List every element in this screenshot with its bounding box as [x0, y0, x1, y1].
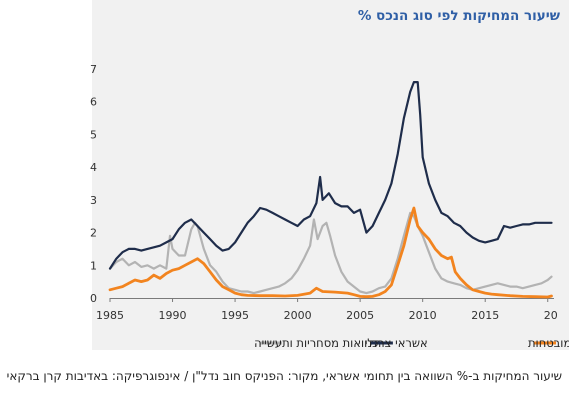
x-axis: 1985 1990 1995 2000 2005 2010 2015 20 — [96, 298, 558, 322]
x-tick-label: 20 — [544, 309, 558, 322]
series-layer — [108, 81, 553, 299]
series-line-commercial-loans — [108, 211, 553, 295]
x-tick-label: 1985 — [96, 309, 124, 322]
y-tick-label: 5 — [90, 128, 97, 141]
x-tick-label: 2010 — [409, 309, 437, 322]
y-axis: 0 1 2 3 4 5 6 7 — [90, 63, 97, 305]
legend: הלוואות מסחריות ותעשייה אשראי צרכני הלוו… — [254, 336, 569, 350]
legend-label-commercial-loans: הלוואות מסחריות ותעשייה — [254, 336, 381, 350]
figure-caption: שיעור המחיקות ב-% השוואה בין תחומי אשראי… — [6, 369, 562, 383]
y-tick-label: 1 — [90, 259, 97, 272]
y-tick-label: 0 — [90, 292, 97, 305]
x-tick-label: 2000 — [284, 309, 312, 322]
x-tick-label: 1990 — [159, 309, 187, 322]
x-tick-label: 2005 — [346, 309, 374, 322]
y-tick-label: 4 — [90, 161, 97, 174]
y-tick-label: 3 — [90, 194, 97, 207]
series-line-secured-real-estate-loans — [108, 206, 553, 299]
series-line-consumer-credit — [108, 81, 553, 270]
y-tick-label: 6 — [90, 96, 97, 109]
y-tick-label: 7 — [90, 63, 97, 76]
legend-label-consumer-credit: אשראי צרכני — [365, 336, 428, 350]
y-tick-label: 2 — [90, 227, 97, 240]
x-tick-label: 2015 — [471, 309, 499, 322]
x-tick-label: 1995 — [221, 309, 249, 322]
legend-label-secured-real-estate-loans: הלוואות נדל"ן מובטחות — [528, 336, 569, 350]
chart-title: שיעור המחיקות לפי סוג הנכס % — [357, 8, 560, 24]
